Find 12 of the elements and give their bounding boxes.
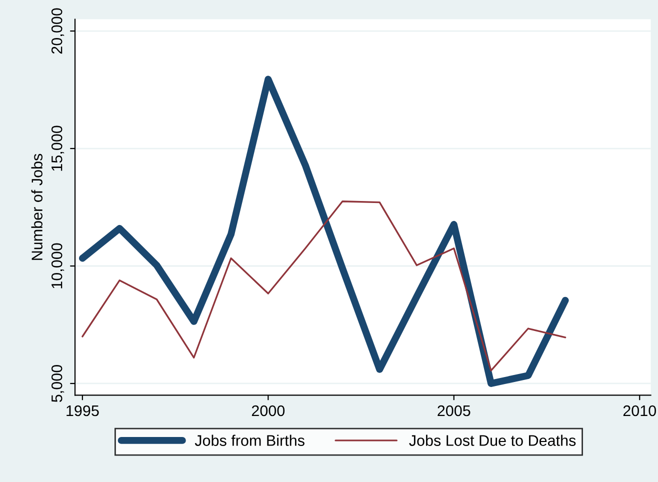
x-tick-label: 1995 xyxy=(66,405,99,416)
x-tick-label: 2010 xyxy=(623,405,656,416)
y-axis-title: Number of Jobs xyxy=(31,154,42,260)
y-tick-label: 10,000 xyxy=(51,243,64,288)
y-tick-label: 15,000 xyxy=(51,126,64,171)
line-series xyxy=(82,200,566,372)
legend-label: Jobs from Births xyxy=(194,434,304,446)
legend-label: Jobs Lost Due to Deaths xyxy=(409,434,576,446)
x-tick-label: 2005 xyxy=(438,405,470,416)
y-tick-label: 20,000 xyxy=(51,8,64,54)
x-tick-label: 2000 xyxy=(252,405,285,416)
y-tick-label: 5,000 xyxy=(51,364,64,402)
